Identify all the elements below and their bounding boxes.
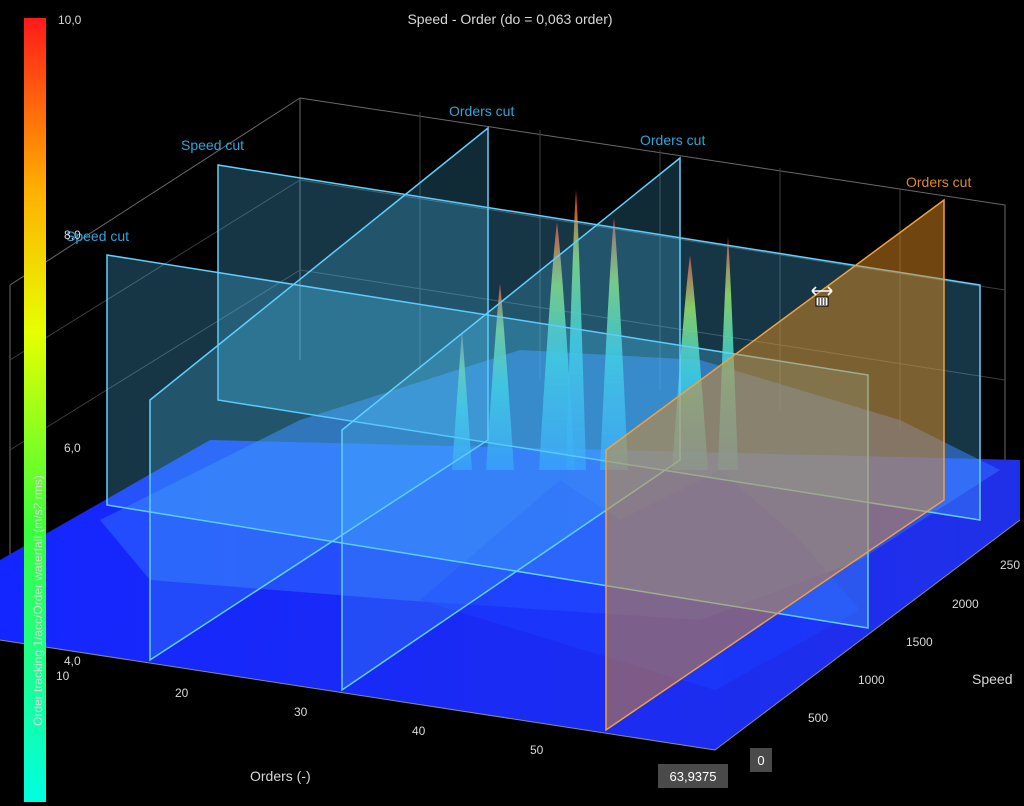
- amplitude-peak: [566, 190, 586, 470]
- orders-readout-value: 63,9375: [670, 769, 717, 784]
- amplitude-peak: [452, 330, 472, 470]
- amplitude-peak: [539, 222, 575, 470]
- resize-cursor-icon: [811, 286, 833, 307]
- z-tick-10: 10,0: [58, 13, 82, 27]
- orders-cut-plane-selected[interactable]: [605, 198, 945, 732]
- z-tick-8: 8,0: [64, 228, 81, 242]
- amplitude-peak: [600, 218, 628, 470]
- orders-readout: 63,9375: [658, 764, 728, 788]
- orders-cut-plane-1: [149, 126, 489, 662]
- x-tick-40: 40: [412, 724, 426, 738]
- orders-cut-label-selected: Orders cut: [906, 174, 971, 190]
- z-tick-4: 4,0: [64, 654, 81, 668]
- y-tick-1500: 1500: [906, 635, 933, 649]
- y-tick-labels: 500 1000 1500 2000 250: [808, 558, 1020, 725]
- cut-planes: [106, 126, 981, 732]
- x-tick-labels: 10 20 30 40 50: [56, 669, 544, 757]
- x-axis-label: Orders (-): [250, 768, 311, 784]
- speed-cut-label-2: Speed cut: [66, 228, 129, 244]
- y-axis-label: Speed: [972, 671, 1012, 687]
- x-tick-30: 30: [294, 705, 308, 719]
- cut-labels: Speed cut Speed cut Orders cut Orders cu…: [66, 103, 971, 244]
- axis-lines: [0, 519, 1021, 751]
- y-tick-1000: 1000: [858, 673, 885, 687]
- chart-title: Speed - Order (do = 0,063 order): [407, 11, 612, 27]
- speed-readout-value: 0: [757, 753, 764, 768]
- y-tick-250: 250: [1000, 558, 1020, 572]
- speed-cut-label-1: Speed cut: [181, 137, 244, 153]
- orders-readout-box: [658, 764, 728, 788]
- speed-readout-box: [750, 748, 772, 772]
- y-tick-2000: 2000: [952, 597, 979, 611]
- x-tick-10: 10: [56, 669, 70, 683]
- amplitude-peak: [486, 283, 514, 470]
- x-tick-20: 20: [175, 686, 189, 700]
- colorbar-title: Order tracking 1/acc/Order waterfall (m/…: [31, 475, 45, 726]
- z-tick-labels: 10,0 8,0 6,0 4,0: [58, 13, 82, 668]
- speed-readout: 0: [750, 748, 772, 772]
- x-tick-50: 50: [530, 743, 544, 757]
- colorbar-gradient: [24, 18, 46, 802]
- y-tick-500: 500: [808, 711, 828, 725]
- orders-cut-label-1: Orders cut: [449, 103, 514, 119]
- z-tick-6: 6,0: [64, 441, 81, 455]
- colorbar: Order tracking 1/acc/Order waterfall (m/…: [24, 18, 46, 802]
- orders-cut-label-2: Orders cut: [640, 132, 705, 148]
